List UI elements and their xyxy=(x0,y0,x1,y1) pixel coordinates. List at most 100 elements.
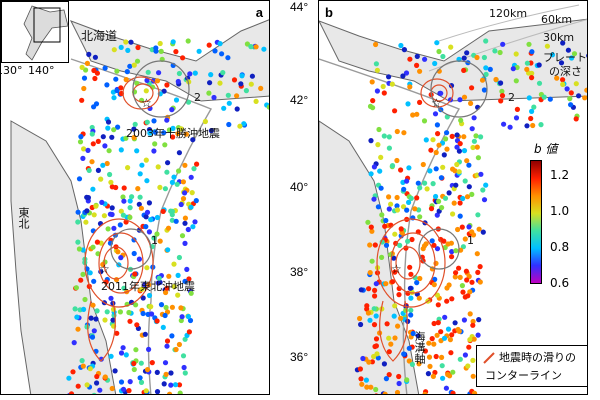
bvalue-dot xyxy=(226,121,232,128)
bvalue-dot xyxy=(78,134,84,140)
bvalue-dot xyxy=(453,248,459,254)
bvalue-dot xyxy=(89,159,95,165)
bvalue-dot xyxy=(243,88,249,94)
bvalue-dot xyxy=(412,206,418,212)
bvalue-dot xyxy=(389,81,395,87)
bvalue-dot xyxy=(444,298,450,304)
bvalue-dot xyxy=(469,126,475,132)
bvalue-dot xyxy=(429,238,435,244)
map-a-canvas: ☆ ☆ xyxy=(10,19,269,394)
bvalue-dot xyxy=(420,246,426,252)
bvalue-dot xyxy=(129,194,135,200)
bvalue-dot xyxy=(481,197,488,203)
bvalue-dot xyxy=(386,349,392,355)
lat-36: 36° xyxy=(290,350,309,364)
bvalue-dot xyxy=(367,270,373,276)
bvalue-dot xyxy=(109,385,115,392)
bvalue-dot xyxy=(460,244,466,250)
bvalue-dot xyxy=(237,123,243,129)
bvalue-dot xyxy=(513,78,519,84)
bvalue-dot xyxy=(154,369,160,375)
bvalue-dot xyxy=(124,69,130,75)
bvalue-dot xyxy=(185,38,191,44)
bvalue-dot xyxy=(436,142,442,148)
bvalue-dot xyxy=(438,175,444,181)
bvalue-dot xyxy=(483,38,489,44)
bvalue-dot xyxy=(178,126,184,132)
bvalue-dot xyxy=(144,77,150,83)
bvalue-dot xyxy=(406,199,412,205)
bvalue-dot xyxy=(180,55,186,61)
label-tohoku: 東北 xyxy=(17,207,30,229)
bvalue-dot xyxy=(169,179,175,185)
bvalue-dot xyxy=(401,130,407,136)
bvalue-dot xyxy=(461,148,468,154)
bvalue-dot xyxy=(248,81,254,87)
bvalue-dot xyxy=(175,292,181,298)
bvalue-dot xyxy=(170,125,176,131)
bvalue-dot xyxy=(423,137,429,143)
bvalue-dot xyxy=(127,379,133,385)
bvalue-dot xyxy=(454,144,460,150)
bvalue-dot xyxy=(179,314,185,320)
bvalue-dot xyxy=(388,201,394,207)
bvalue-dot xyxy=(471,138,477,144)
bvalue-dot xyxy=(91,328,97,334)
bvalue-dot xyxy=(536,62,542,68)
bvalue-dot xyxy=(94,380,100,386)
bvalue-dot xyxy=(169,217,175,223)
bvalue-dot xyxy=(378,154,384,160)
bvalue-dot xyxy=(75,209,81,215)
bvalue-dot xyxy=(90,141,96,147)
bvalue-dot xyxy=(194,161,200,167)
bvalue-dot xyxy=(121,285,127,291)
bvalue-dot xyxy=(165,247,171,253)
bvalue-dot xyxy=(530,122,536,129)
bvalue-dot xyxy=(146,200,152,206)
bvalue-dot xyxy=(441,335,448,341)
bvalue-dot xyxy=(398,315,404,321)
bvalue-dot xyxy=(253,44,259,50)
bvalue-dot xyxy=(196,48,202,54)
bvalue-dot xyxy=(371,353,377,360)
bvalue-dot xyxy=(462,178,468,184)
bvalue-dot xyxy=(431,282,437,288)
bvalue-dot xyxy=(121,185,127,191)
bvalue-dot xyxy=(392,303,398,309)
bvalue-dot xyxy=(446,190,452,196)
bvalue-dot xyxy=(384,321,390,327)
bvalue-dot xyxy=(187,71,193,77)
bvalue-dot xyxy=(102,374,108,380)
cb-tick-1.0: 1.0 xyxy=(550,204,570,218)
bvalue-dot xyxy=(438,329,444,335)
bvalue-dot xyxy=(94,70,100,76)
bvalue-dot xyxy=(185,313,191,320)
bvalue-dot xyxy=(80,363,86,369)
bvalue-dot xyxy=(126,388,132,394)
bvalue-dot xyxy=(544,43,550,49)
bvalue-dot xyxy=(481,54,487,61)
bvalue-dot xyxy=(373,61,379,67)
bvalue-dot xyxy=(79,97,85,103)
bvalue-dot xyxy=(414,195,420,201)
bvalue-dot xyxy=(241,121,247,127)
bvalue-dot xyxy=(149,311,155,317)
bvalue-dot xyxy=(476,226,482,232)
bvalue-dot xyxy=(217,41,223,47)
bvalue-dot xyxy=(127,318,133,324)
bvalue-dot xyxy=(113,76,119,82)
bvalue-dot xyxy=(448,350,454,356)
bvalue-dot xyxy=(171,261,177,267)
bvalue-dot xyxy=(157,184,163,190)
bvalue-dot xyxy=(87,366,93,372)
bvalue-dot xyxy=(524,60,530,66)
bvalue-dot xyxy=(158,48,164,55)
bvalue-dot xyxy=(404,207,410,213)
bvalue-dot xyxy=(189,190,195,196)
label-2003-quake: 2003年十勝沖地震 xyxy=(126,127,220,140)
bvalue-dot xyxy=(182,220,188,226)
bvalue-dot xyxy=(111,47,117,53)
bvalue-dot xyxy=(430,373,436,379)
bvalue-dot xyxy=(238,81,244,87)
slip-contour-symbol xyxy=(483,352,495,364)
